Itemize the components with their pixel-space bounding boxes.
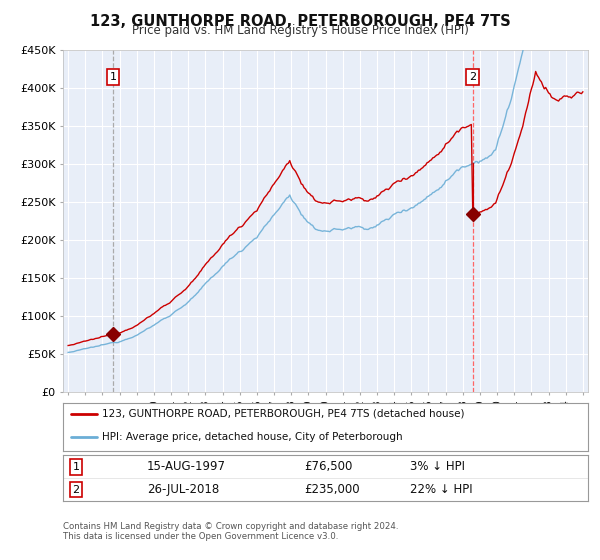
Text: 2: 2 <box>469 72 476 82</box>
Text: 1: 1 <box>110 72 116 82</box>
Text: This data is licensed under the Open Government Licence v3.0.: This data is licensed under the Open Gov… <box>63 532 338 541</box>
Text: 2: 2 <box>73 485 80 494</box>
Text: 1: 1 <box>73 462 80 472</box>
Text: 15-AUG-1997: 15-AUG-1997 <box>147 460 226 473</box>
Text: 26-JUL-2018: 26-JUL-2018 <box>147 483 219 496</box>
Text: £76,500: £76,500 <box>305 460 353 473</box>
Text: £235,000: £235,000 <box>305 483 360 496</box>
Text: HPI: Average price, detached house, City of Peterborough: HPI: Average price, detached house, City… <box>103 432 403 442</box>
Text: 22% ↓ HPI: 22% ↓ HPI <box>409 483 472 496</box>
Text: 123, GUNTHORPE ROAD, PETERBOROUGH, PE4 7TS: 123, GUNTHORPE ROAD, PETERBOROUGH, PE4 7… <box>89 14 511 29</box>
Text: 3% ↓ HPI: 3% ↓ HPI <box>409 460 464 473</box>
Text: Price paid vs. HM Land Registry's House Price Index (HPI): Price paid vs. HM Land Registry's House … <box>131 24 469 37</box>
Text: Contains HM Land Registry data © Crown copyright and database right 2024.: Contains HM Land Registry data © Crown c… <box>63 522 398 531</box>
Text: 123, GUNTHORPE ROAD, PETERBOROUGH, PE4 7TS (detached house): 123, GUNTHORPE ROAD, PETERBOROUGH, PE4 7… <box>103 409 465 419</box>
